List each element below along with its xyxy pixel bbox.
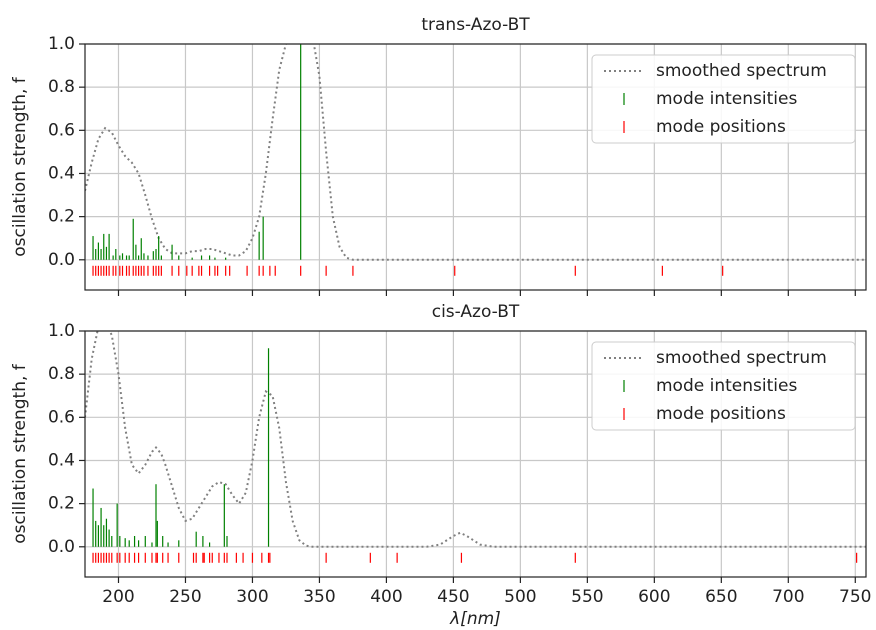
y-tick-label: 1.0 [48, 321, 75, 341]
y-axis-label: oscillation strength, f [10, 76, 30, 257]
x-tick-label: 250 [169, 587, 201, 607]
legend-label: mode intensities [656, 376, 797, 396]
x-axis-label: λ[nm] [449, 609, 501, 629]
panel-title: trans-Azo-BT [421, 15, 530, 35]
legend-box [591, 341, 856, 431]
x-tick-label: 750 [839, 587, 871, 607]
x-tick-label: 400 [370, 587, 402, 607]
panel-title: cis-Azo-BT [432, 302, 520, 322]
x-tick-label: 300 [236, 587, 268, 607]
y-tick-label: 0.6 [48, 120, 75, 140]
panel: cis-Azo-BT oscillation strength, f λ[nm] 20… [10, 302, 872, 629]
plot-frame [84, 330, 867, 578]
panel: trans-Azo-BT oscillation strength, f 0.0 0.… [10, 15, 867, 296]
y-axis-label: oscillation strength, f [10, 363, 30, 544]
y-tick-label: 0.0 [48, 537, 75, 557]
spectrum-line [85, 331, 866, 548]
y-tick-label: 1.0 [48, 34, 75, 54]
legend: smoothed spectrum mode intensities mode po… [591, 341, 856, 431]
x-tick-label: 550 [571, 587, 603, 607]
legend-label: smoothed spectrum [656, 61, 827, 81]
legend-label: mode positions [656, 117, 786, 137]
legend-label: mode intensities [656, 89, 797, 109]
y-tick-label: 0.2 [48, 494, 75, 514]
legend-label: mode positions [656, 404, 786, 424]
x-tick-label: 450 [437, 587, 469, 607]
plot-frame [84, 43, 867, 291]
x-tick-label: 650 [705, 587, 737, 607]
y-tick-label: 0.2 [48, 207, 75, 227]
y-tick-label: 0.6 [48, 407, 75, 427]
x-tick-label: 200 [102, 587, 134, 607]
y-tick-label: 0.4 [48, 450, 75, 470]
legend: smoothed spectrum mode intensities mode po… [591, 54, 856, 144]
y-tick-label: 0.8 [48, 364, 75, 384]
y-tick-label: 0.4 [48, 163, 75, 183]
x-tick-label: 500 [504, 587, 536, 607]
x-tick-label: 600 [638, 587, 670, 607]
y-tick-label: 0.0 [48, 250, 75, 270]
legend-box [591, 54, 856, 144]
legend-label: smoothed spectrum [656, 348, 827, 368]
x-tick-label: 700 [772, 587, 804, 607]
y-tick-label: 0.8 [48, 77, 75, 97]
x-tick-label: 350 [303, 587, 335, 607]
